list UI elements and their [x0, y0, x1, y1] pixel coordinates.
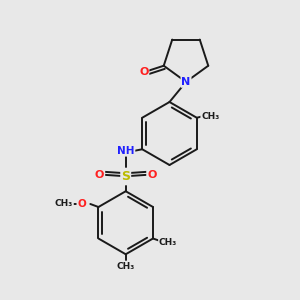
- Text: O: O: [78, 199, 86, 209]
- Text: O: O: [147, 170, 157, 180]
- Text: N: N: [182, 77, 190, 87]
- Text: CH₃: CH₃: [201, 112, 219, 121]
- Text: CH₃: CH₃: [117, 262, 135, 271]
- Text: CH₃: CH₃: [55, 200, 73, 208]
- Text: NH: NH: [117, 146, 134, 156]
- Text: S: S: [121, 170, 130, 183]
- Text: CH₃: CH₃: [159, 238, 177, 247]
- Text: O: O: [139, 67, 148, 77]
- Text: O: O: [95, 170, 104, 180]
